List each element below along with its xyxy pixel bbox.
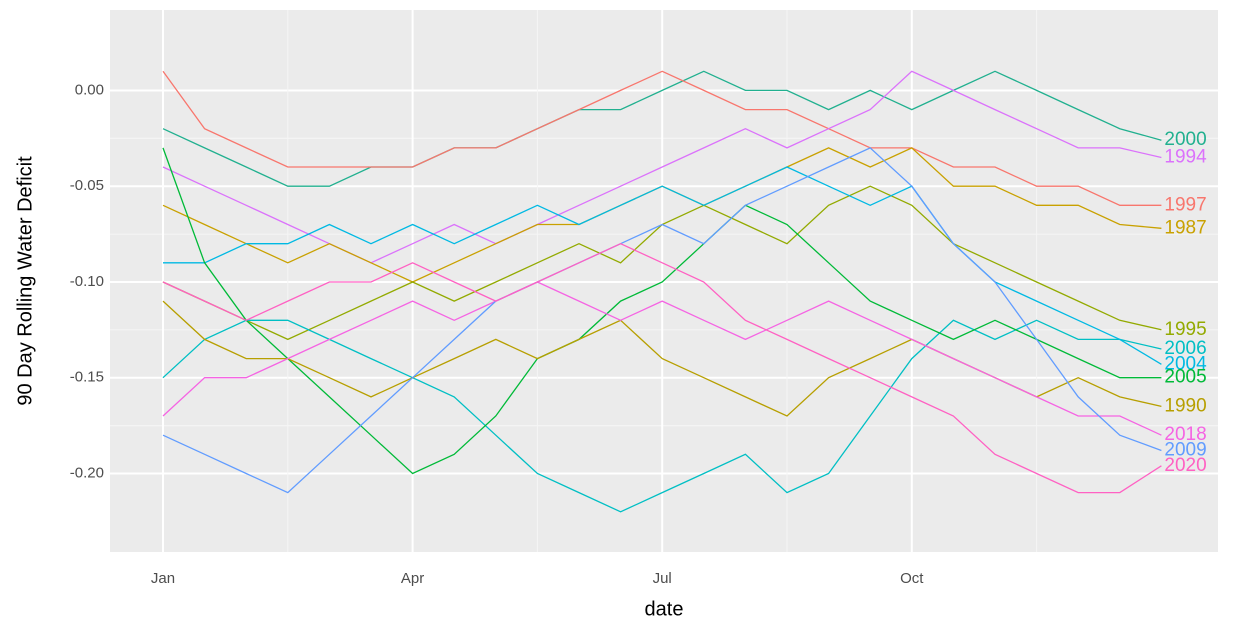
series-label: 1997	[1164, 194, 1206, 215]
y-axis-title: 90 Day Rolling Water Deficit	[14, 156, 36, 406]
x-axis-title: date	[645, 598, 684, 620]
series-label: 2000	[1164, 129, 1206, 150]
series-line	[162, 70, 1162, 187]
series-line	[162, 147, 1162, 475]
series-label: 1994	[1164, 146, 1207, 167]
x-tick-label: Jul	[653, 570, 672, 587]
series-label: 2018	[1164, 424, 1206, 445]
x-tick-label: Apr	[401, 570, 424, 587]
series-line	[162, 281, 1162, 436]
series-line	[162, 242, 1162, 494]
series-label: 1987	[1164, 217, 1206, 238]
series-line	[162, 70, 1162, 206]
series-label: 2009	[1164, 440, 1206, 461]
y-tick-label: -0.05	[70, 177, 104, 194]
series-label: 2020	[1164, 455, 1206, 476]
series-label: 1990	[1164, 395, 1206, 416]
ticks: 0.00 -0.05 -0.10 -0.15 -0.20 Jan Apr Jul Oct	[70, 81, 924, 587]
x-tick-label: Jan	[151, 570, 175, 587]
y-tick-label: -0.10	[70, 273, 104, 290]
y-tick-label: -0.20	[70, 464, 104, 481]
y-tick-label: 0.00	[75, 81, 104, 98]
series-label: 2005	[1164, 367, 1206, 388]
y-tick-label: -0.15	[70, 369, 104, 386]
series-label: 1995	[1164, 319, 1206, 340]
series-line	[162, 147, 1162, 494]
series-label: 2006	[1164, 338, 1206, 359]
series-label: 2004	[1164, 353, 1207, 374]
x-tick-label: Oct	[900, 570, 924, 587]
